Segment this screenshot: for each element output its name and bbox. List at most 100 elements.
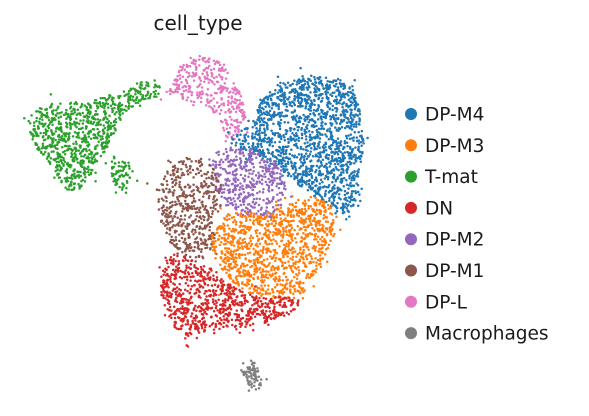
point-t-mat (37, 127, 40, 130)
point-t-mat (44, 129, 48, 133)
point-dp-m3 (305, 276, 308, 279)
point-dp-m3 (252, 253, 256, 256)
point-dp-m4 (344, 217, 348, 221)
point-dp-l (196, 91, 199, 94)
point-dp-m2 (265, 183, 269, 187)
point-dp-m4 (270, 94, 274, 97)
point-dp-m4 (293, 79, 296, 82)
point-dp-m2 (258, 161, 262, 165)
point-dp-m2 (227, 164, 230, 168)
point-dp-l (201, 72, 204, 75)
point-dp-m4 (348, 137, 352, 140)
point-dp-m1 (219, 203, 222, 207)
point-dp-m2 (221, 167, 225, 171)
point-dp-m2 (249, 186, 252, 189)
point-dp-m3 (241, 215, 244, 219)
point-t-mat (83, 134, 87, 137)
point-dp-m3 (285, 266, 288, 269)
point-dp-m2 (263, 172, 266, 176)
point-dp-m4 (264, 155, 267, 158)
point-dp-m4 (324, 155, 328, 158)
point-dp-m3 (287, 245, 290, 248)
point-t-mat (103, 111, 107, 114)
point-dp-m4 (273, 112, 276, 115)
point-dp-m3 (253, 270, 256, 273)
point-t-mat (116, 104, 120, 108)
point-t-mat (69, 147, 72, 151)
point-dp-m4 (359, 199, 362, 203)
point-dp-m3 (289, 284, 292, 287)
point-dp-m3 (289, 266, 292, 269)
point-dp-m4 (312, 112, 316, 116)
point-dp-m3 (221, 259, 225, 263)
point-dp-m4 (332, 167, 335, 171)
point-dp-l (199, 79, 203, 83)
point-dp-m2 (229, 198, 233, 202)
point-dp-l (232, 134, 235, 137)
point-t-mat (72, 158, 75, 162)
point-dp-m3 (297, 265, 300, 269)
point-dp-m4 (354, 154, 357, 157)
point-dp-m1 (192, 205, 196, 208)
point-dp-m4 (356, 204, 360, 208)
point-dp-l (235, 99, 238, 102)
scatter-points (23, 54, 369, 392)
point-dn (260, 302, 264, 306)
point-dp-m2 (226, 189, 230, 192)
point-dp-m4 (287, 137, 290, 141)
point-t-mat (82, 161, 85, 165)
point-dp-m4 (354, 146, 357, 149)
point-dp-m4 (347, 196, 351, 199)
point-dp-m4 (349, 133, 353, 136)
point-dp-m3 (281, 279, 285, 282)
point-dp-m2 (246, 207, 249, 211)
point-dp-l (203, 75, 206, 79)
point-dp-m3 (308, 232, 312, 235)
point-t-mat (122, 174, 126, 178)
point-dp-m3 (275, 213, 278, 217)
point-dp-m3 (297, 269, 301, 272)
point-dp-m4 (266, 123, 269, 127)
point-dp-m3 (242, 262, 245, 266)
point-dp-m2 (264, 180, 268, 184)
point-dp-m2 (250, 177, 254, 180)
point-dp-l (232, 101, 236, 104)
point-t-mat (155, 95, 158, 99)
point-dp-m4 (262, 155, 265, 158)
point-dp-m4 (278, 145, 281, 149)
point-t-mat (58, 176, 62, 179)
point-dp-m1 (172, 243, 176, 247)
point-dp-m4 (295, 114, 299, 117)
point-dp-m1 (189, 246, 193, 250)
point-dp-m1 (194, 159, 198, 163)
point-dp-m3 (281, 236, 285, 239)
point-dp-m1 (186, 224, 189, 228)
point-dp-m4 (355, 125, 358, 128)
point-dp-l (224, 110, 227, 114)
point-dp-m1 (168, 188, 171, 191)
point-t-mat (41, 153, 45, 156)
point-dp-m4 (318, 137, 322, 140)
point-dp-m2 (236, 197, 240, 200)
point-t-mat (78, 162, 82, 165)
point-dp-m3 (254, 251, 258, 254)
point-dp-m4 (296, 179, 300, 182)
point-t-mat (65, 123, 69, 126)
point-dp-m4 (327, 157, 330, 161)
point-dp-m4 (310, 103, 314, 107)
point-dp-m1 (196, 240, 199, 244)
point-dp-m3 (310, 257, 314, 261)
point-dp-m4 (354, 199, 357, 202)
point-dp-m3 (257, 238, 260, 241)
point-dp-m3 (294, 201, 298, 205)
point-dp-m4 (332, 197, 335, 200)
point-dp-m4 (355, 120, 358, 124)
point-dp-m4 (313, 87, 316, 90)
point-dp-m2 (219, 166, 222, 169)
point-t-mat (99, 135, 102, 138)
point-t-mat (73, 182, 77, 185)
point-dp-m3 (271, 288, 274, 292)
point-dp-m3 (236, 242, 239, 245)
point-dp-l (169, 92, 172, 96)
point-dp-m2 (230, 183, 234, 186)
